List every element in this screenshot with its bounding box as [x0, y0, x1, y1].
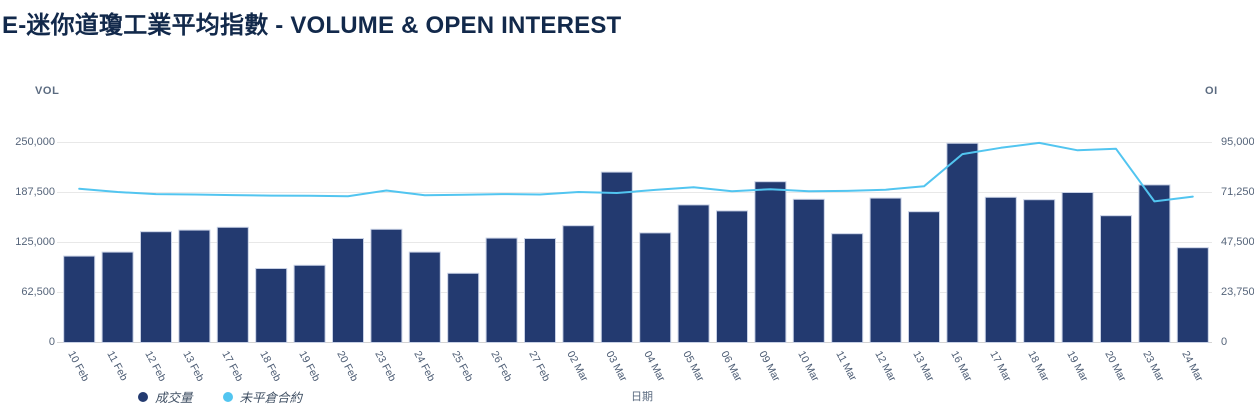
volume-bar[interactable]: [370, 228, 403, 343]
volume-bar[interactable]: [140, 231, 172, 343]
legend: 成交量 未平倉合約: [138, 387, 302, 406]
volume-bar[interactable]: [255, 268, 288, 343]
open-interest-series-marker-icon: [222, 391, 233, 402]
volume-bar[interactable]: [178, 229, 211, 344]
volume-bar[interactable]: [485, 237, 518, 344]
chart-title: E-迷你道瓊工業平均指數 - VOLUME & OPEN INTEREST: [2, 12, 622, 39]
left-axis-tick-label: 125,000: [15, 235, 55, 248]
volume-bar[interactable]: [524, 238, 556, 343]
volume-bar[interactable]: [792, 198, 825, 343]
volume-bar[interactable]: [716, 210, 748, 343]
volume-bar[interactable]: [600, 171, 633, 343]
right-axis-tick-label: 95,000: [1221, 135, 1254, 148]
volume-series-marker-icon: [138, 391, 148, 402]
x-axis-title: 日期: [631, 391, 653, 403]
volume-bar[interactable]: [101, 251, 134, 344]
volume-bar[interactable]: [332, 238, 364, 343]
volume-bar[interactable]: [562, 225, 595, 343]
volume-bar[interactable]: [908, 211, 940, 343]
left-axis-title: VOL: [35, 85, 60, 97]
volume-bar[interactable]: [408, 251, 441, 344]
volume-bar[interactable]: [754, 181, 787, 343]
legend-item-open-interest[interactable]: 未平倉合約: [222, 387, 303, 406]
legend-label-volume: 成交量: [155, 391, 193, 405]
volume-bar[interactable]: [1138, 184, 1171, 343]
volume-bar[interactable]: [1176, 247, 1209, 343]
right-axis-tick-label: 0: [1221, 335, 1228, 348]
volume-bar[interactable]: [869, 197, 902, 343]
volume-bar[interactable]: [1023, 199, 1056, 343]
right-axis-tick-label: 47,500: [1221, 235, 1254, 248]
volume-bar[interactable]: [639, 232, 672, 343]
right-axis-tick-label: 71,250: [1221, 185, 1254, 198]
volume-bar[interactable]: [984, 196, 1017, 343]
left-axis-tick-label: 0: [48, 335, 55, 348]
volume-bar[interactable]: [946, 142, 979, 343]
volume-bar[interactable]: [677, 204, 710, 343]
left-axis-tick-label: 187,500: [15, 185, 55, 198]
right-axis-title: OI: [1205, 85, 1218, 97]
volume-bar[interactable]: [1061, 192, 1094, 343]
legend-label-open-interest: 未平倉合約: [239, 391, 303, 405]
right-axis-tick-label: 23,750: [1221, 285, 1254, 298]
open-interest-line[interactable]: [78, 141, 1194, 203]
volume-bar[interactable]: [831, 233, 864, 343]
left-axis-tick-label: 62,500: [21, 285, 55, 298]
left-axis-tick-label: 250,000: [15, 135, 55, 148]
volume-bar[interactable]: [63, 255, 96, 344]
volume-bar[interactable]: [216, 226, 249, 343]
volume-bar[interactable]: [447, 272, 480, 343]
legend-item-volume[interactable]: 成交量: [138, 387, 193, 406]
volume-bar[interactable]: [1100, 215, 1132, 343]
volume-bar[interactable]: [293, 264, 326, 343]
